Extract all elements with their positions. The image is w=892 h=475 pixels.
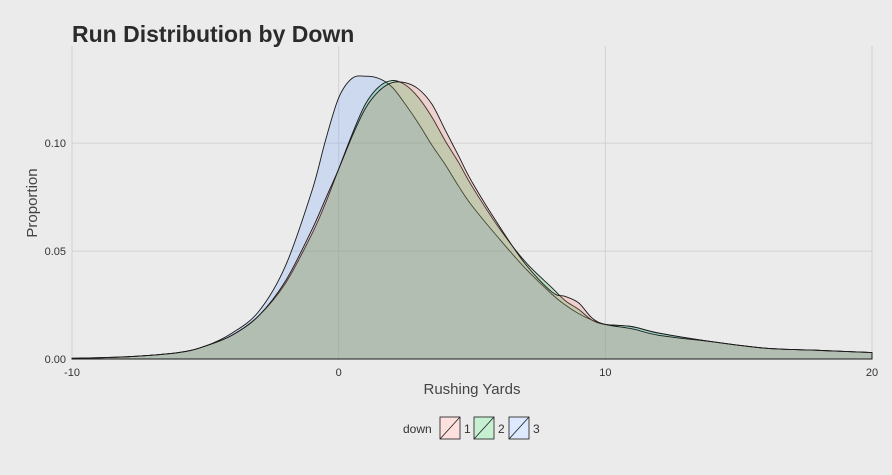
- y-tick-label: 0.00: [45, 354, 66, 366]
- legend-title: down: [403, 422, 432, 436]
- legend-key-slash: [473, 416, 495, 440]
- density-area-down-1: [71, 81, 873, 360]
- y-axis-label: Proportion: [24, 168, 41, 237]
- series-areas: [71, 75, 873, 360]
- chart-title: Run Distribution by Down: [72, 21, 354, 47]
- legend: down 1 2 3: [403, 416, 540, 440]
- legend-label-down-3: 3: [533, 422, 540, 436]
- x-axis-label: Rushing Yards: [423, 381, 520, 398]
- legend-key-slash: [439, 416, 461, 440]
- y-tick-label: 0.10: [45, 138, 66, 150]
- legend-label-down-1: 1: [464, 422, 471, 436]
- x-tick-label: 10: [599, 367, 611, 379]
- y-tick-label: 0.05: [45, 246, 66, 258]
- legend-key-slash: [508, 416, 530, 440]
- grid: [71, 46, 873, 360]
- axes: -10 0 10 20 0.00 0.05 0.10: [45, 138, 879, 379]
- x-tick-label: -10: [64, 367, 80, 379]
- x-tick-label: 20: [866, 367, 878, 379]
- x-tick-label: 0: [336, 367, 342, 379]
- legend-label-down-2: 2: [498, 422, 505, 436]
